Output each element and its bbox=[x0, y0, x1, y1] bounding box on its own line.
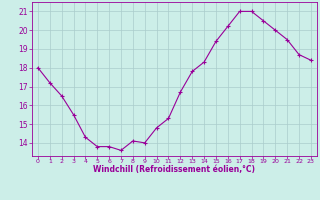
X-axis label: Windchill (Refroidissement éolien,°C): Windchill (Refroidissement éolien,°C) bbox=[93, 165, 255, 174]
